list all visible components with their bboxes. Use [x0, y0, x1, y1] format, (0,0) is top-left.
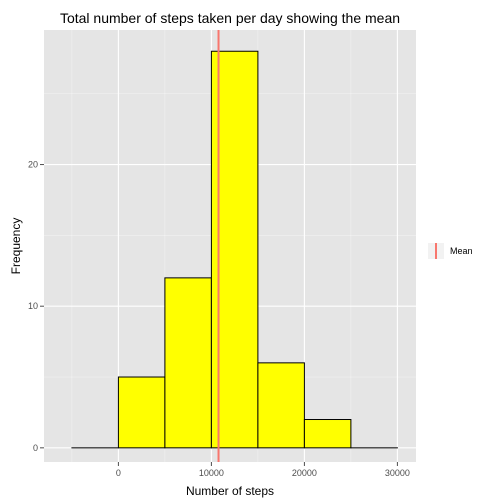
x-tick-label: 30000 [385, 468, 410, 478]
y-tick-label: 10 [28, 301, 38, 311]
x-axis: 0 10000 20000 30000 [116, 462, 410, 478]
histogram-bars [71, 50, 398, 449]
chart-title: Total number of steps taken per day show… [60, 10, 400, 26]
y-axis: 0 10 20 [28, 160, 44, 453]
histogram-bar [257, 362, 305, 449]
x-tick-label: 20000 [292, 468, 317, 478]
y-axis-title: Frequency [9, 218, 23, 275]
histogram-bar [117, 376, 166, 449]
legend: Mean [428, 243, 473, 259]
y-tick-label: 20 [28, 160, 38, 170]
x-axis-title: Number of steps [186, 484, 274, 498]
y-tick-label: 0 [33, 443, 38, 453]
histogram-bar [164, 277, 212, 449]
x-tick-label: 10000 [199, 468, 224, 478]
legend-label: Mean [450, 246, 473, 256]
x-tick-label: 0 [116, 468, 121, 478]
histogram-bar [303, 419, 352, 449]
